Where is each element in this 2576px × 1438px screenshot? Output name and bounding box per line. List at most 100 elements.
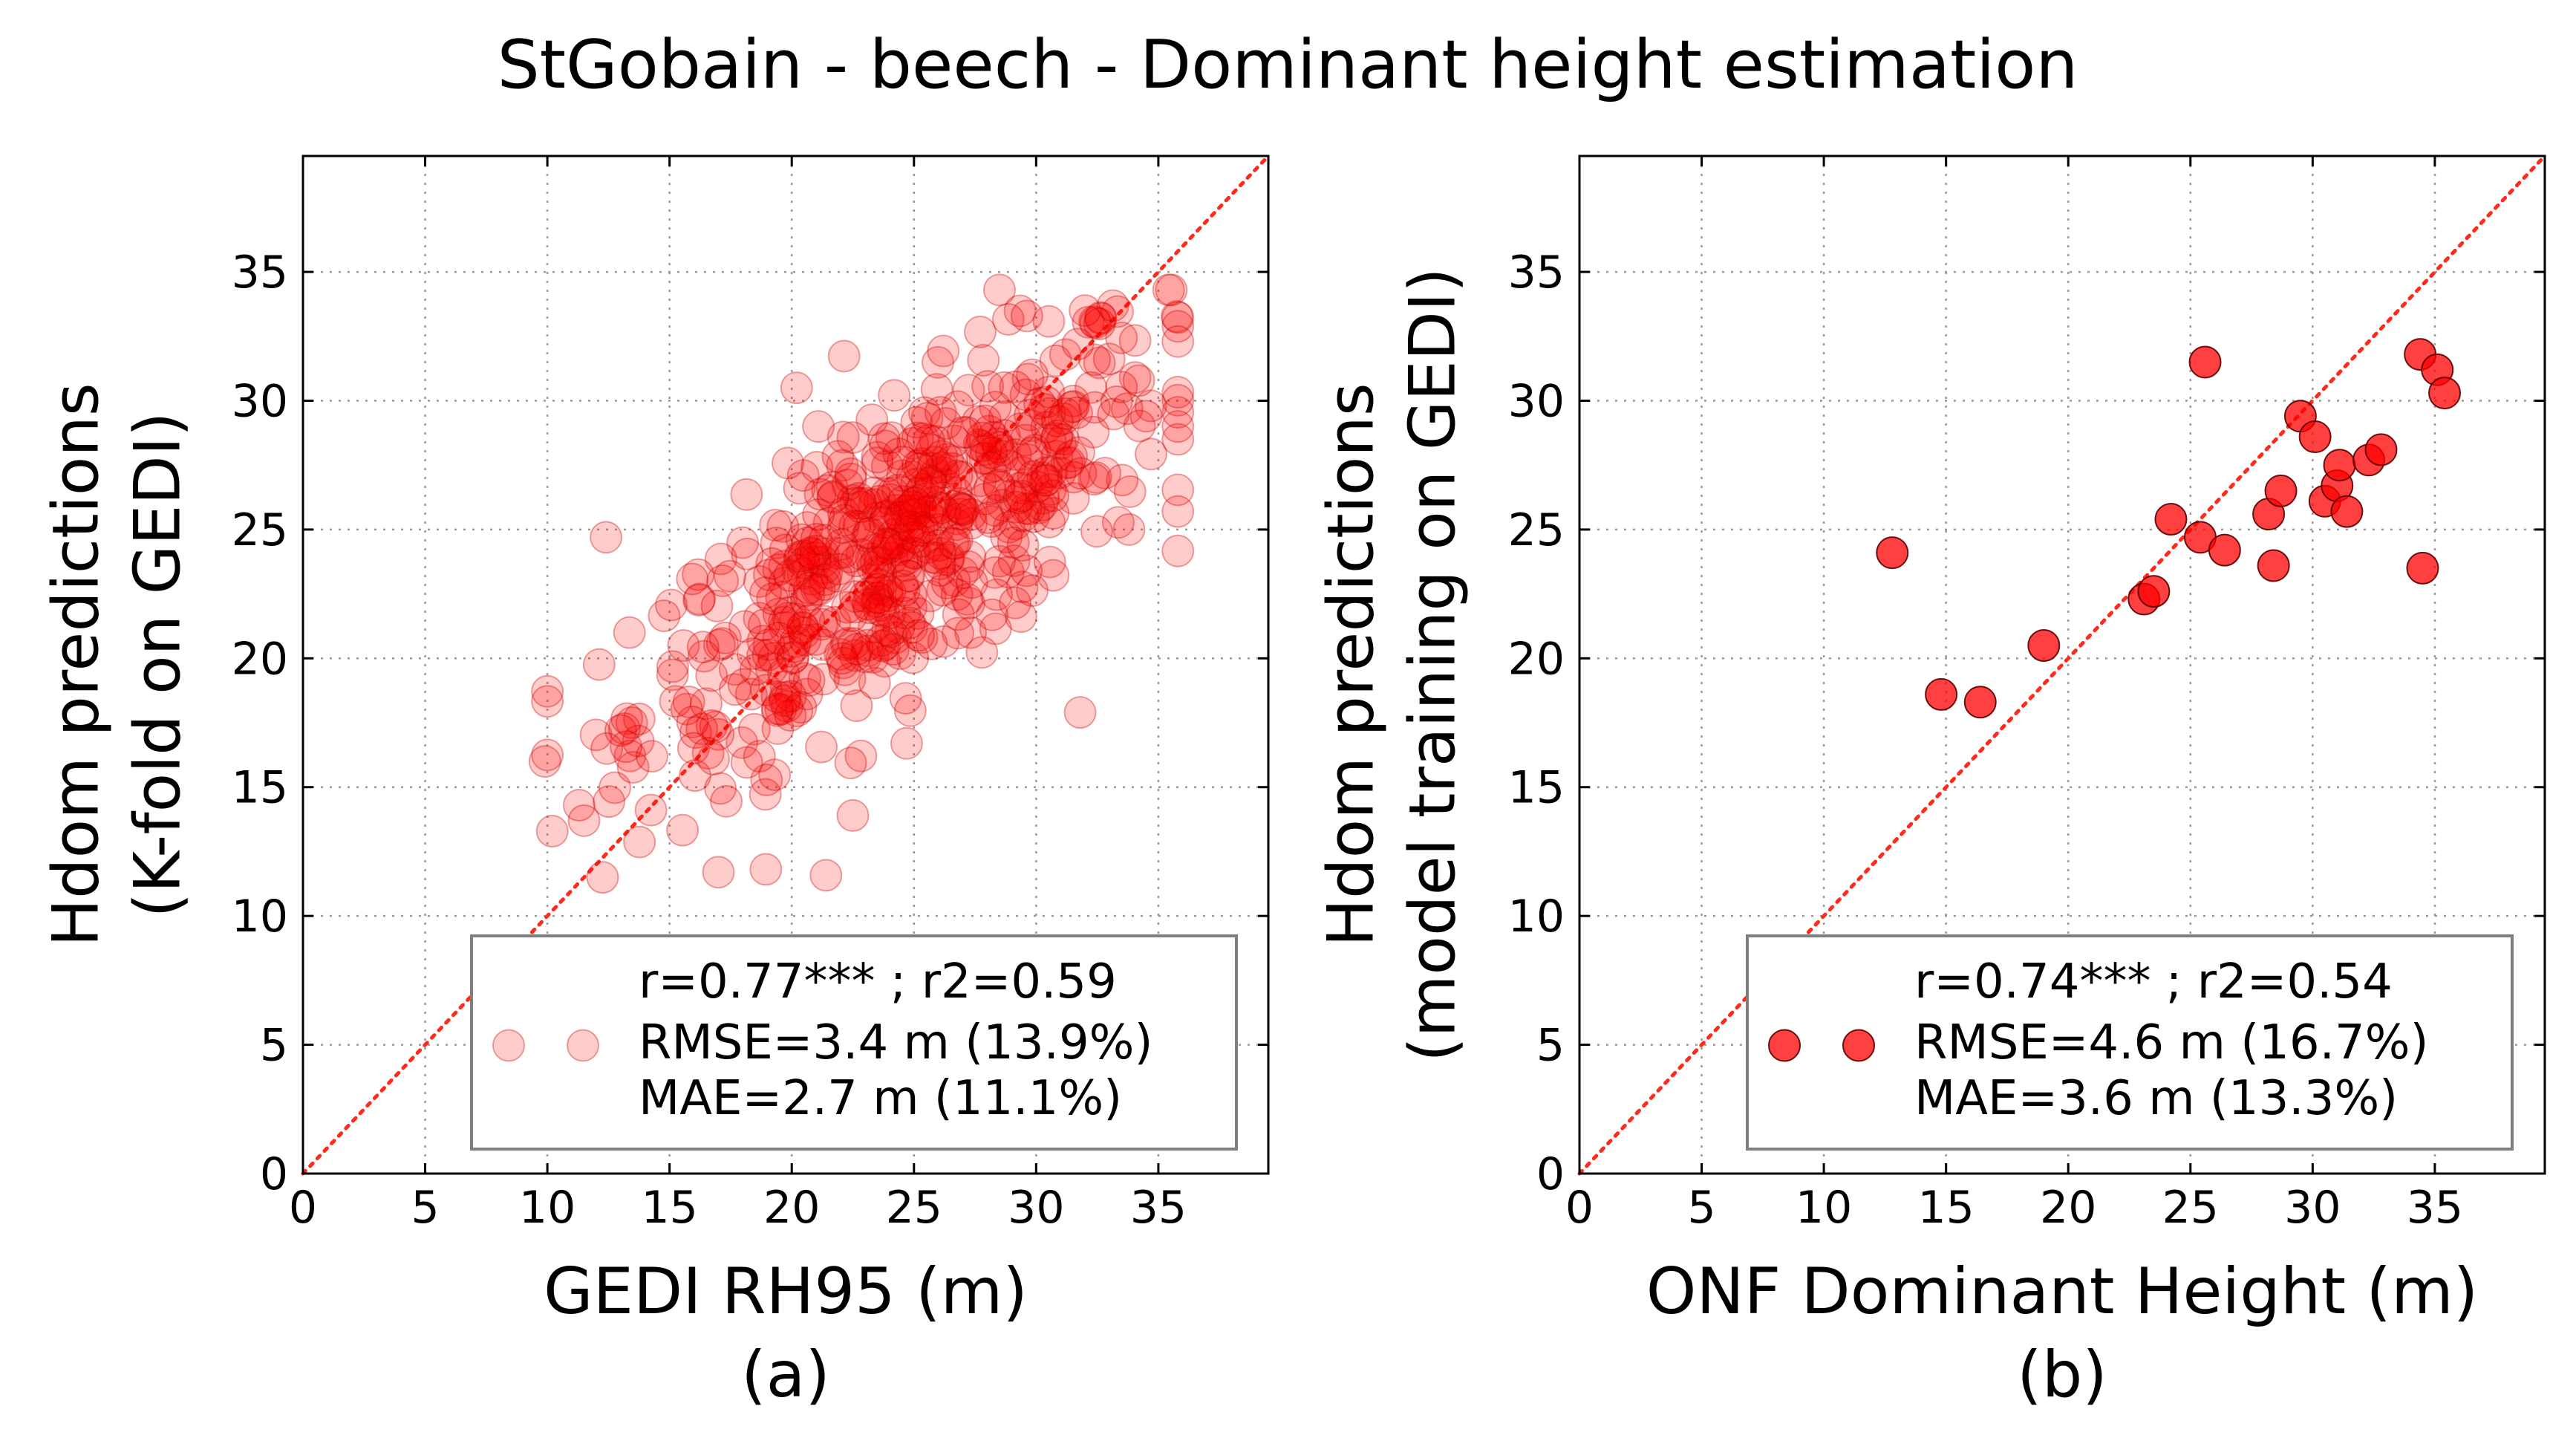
data-point-a bbox=[896, 426, 930, 460]
legend-box-a bbox=[470, 934, 1238, 1151]
data-point-a bbox=[1057, 390, 1090, 423]
data-point-a bbox=[911, 531, 945, 565]
data-point-a bbox=[1105, 321, 1138, 354]
legend-marker-a-2 bbox=[567, 1029, 599, 1062]
data-point-a bbox=[923, 547, 956, 581]
data-point-a bbox=[791, 526, 824, 559]
data-point-a bbox=[809, 563, 842, 596]
data-point-a bbox=[836, 798, 870, 832]
data-point-a bbox=[809, 859, 843, 892]
data-point-a bbox=[1079, 306, 1112, 339]
data-point-a bbox=[861, 581, 895, 614]
data-point-a bbox=[873, 575, 907, 608]
data-point-a bbox=[1006, 499, 1040, 533]
data-point-a bbox=[788, 574, 821, 608]
legend-r-b: r=0.74*** ; r2=0.54 bbox=[1914, 954, 2393, 1009]
data-point-a bbox=[882, 611, 916, 645]
data-point-a bbox=[866, 629, 899, 663]
data-point-a bbox=[826, 420, 860, 454]
data-point-a bbox=[749, 576, 783, 609]
data-point-a bbox=[727, 668, 760, 701]
data-point-a bbox=[940, 508, 974, 541]
x-tick-label-b: 20 bbox=[2040, 1182, 2096, 1234]
data-point-a bbox=[990, 520, 1023, 553]
data-point-a bbox=[906, 472, 939, 506]
data-point-a bbox=[774, 680, 807, 713]
data-point-a bbox=[870, 498, 904, 532]
panel-b: 0 5 10 15 20 25 30 35 0 5 10 15 20 25 30 35 r=0.74*** ;… bbox=[1314, 154, 2547, 1412]
data-point-a bbox=[762, 621, 795, 654]
data-point-a bbox=[867, 422, 901, 455]
data-point-a bbox=[1013, 492, 1046, 526]
data-point-a bbox=[1033, 545, 1066, 579]
data-point-a bbox=[912, 500, 945, 533]
data-point-a bbox=[757, 641, 791, 674]
data-point-a bbox=[1057, 461, 1090, 494]
data-point-a bbox=[931, 543, 965, 576]
data-point-a bbox=[873, 483, 907, 516]
data-point-a bbox=[790, 511, 824, 544]
y-tick-label-b: 0 bbox=[1536, 1148, 1565, 1200]
data-point-a bbox=[1003, 412, 1037, 446]
y-tick-label-b: 10 bbox=[1508, 891, 1565, 943]
data-point-b bbox=[2428, 377, 2462, 410]
data-point-b bbox=[2257, 549, 2290, 582]
data-point-a bbox=[927, 334, 960, 368]
x-tick-label-a: 25 bbox=[886, 1182, 942, 1234]
data-point-a bbox=[886, 445, 919, 478]
data-point-a bbox=[1030, 463, 1063, 497]
data-point-a bbox=[690, 687, 723, 720]
data-point-a bbox=[868, 645, 901, 678]
data-point-a bbox=[870, 573, 904, 607]
data-point-a bbox=[882, 437, 916, 470]
data-point-a bbox=[820, 560, 853, 593]
data-point-a bbox=[787, 539, 821, 572]
data-point-a bbox=[852, 591, 886, 625]
data-point-a bbox=[863, 593, 896, 626]
data-point-a bbox=[790, 677, 824, 711]
data-point-a bbox=[919, 541, 953, 575]
data-point-a bbox=[806, 628, 839, 661]
data-point-a bbox=[1050, 446, 1083, 480]
data-point-a bbox=[913, 466, 947, 500]
data-point-a bbox=[1061, 328, 1095, 361]
data-point-a bbox=[840, 689, 873, 723]
data-point-a bbox=[1083, 301, 1117, 334]
data-point-a bbox=[769, 533, 802, 567]
data-point-a bbox=[792, 571, 826, 605]
data-point-a bbox=[1078, 305, 1111, 339]
x-tick-label-b: 25 bbox=[2162, 1182, 2219, 1234]
data-point-a bbox=[976, 420, 1010, 454]
data-point-b bbox=[2323, 449, 2356, 482]
data-point-a bbox=[831, 626, 864, 660]
data-point-a bbox=[904, 491, 937, 524]
data-point-a bbox=[811, 474, 844, 507]
data-point-a bbox=[634, 793, 668, 827]
data-point-a bbox=[1037, 479, 1070, 513]
data-point-a bbox=[946, 416, 979, 449]
data-point-a bbox=[682, 558, 715, 591]
data-point-a bbox=[1043, 456, 1077, 489]
data-point-a bbox=[858, 666, 891, 700]
data-point-a bbox=[1016, 358, 1049, 391]
x-tick-label-b: 30 bbox=[2284, 1182, 2341, 1234]
data-point-a bbox=[659, 685, 692, 718]
data-point-a bbox=[1161, 376, 1195, 409]
data-point-a bbox=[1084, 302, 1118, 335]
data-point-a bbox=[859, 545, 893, 579]
data-point-a bbox=[1032, 305, 1066, 338]
data-point-a bbox=[941, 502, 974, 536]
data-point-a bbox=[794, 536, 827, 570]
data-point-a bbox=[713, 559, 746, 593]
data-point-a bbox=[1011, 443, 1045, 476]
x-axis-title-a: GEDI RH95 (m) bbox=[544, 1255, 1028, 1329]
data-point-a bbox=[789, 585, 823, 619]
data-point-a bbox=[979, 391, 1012, 424]
data-point-a bbox=[1030, 455, 1063, 489]
data-point-a bbox=[725, 726, 759, 759]
data-point-a bbox=[978, 556, 1011, 589]
data-point-a bbox=[686, 631, 720, 664]
data-point-a bbox=[920, 373, 953, 406]
data-point-a bbox=[783, 542, 816, 576]
data-point-a bbox=[769, 681, 802, 715]
